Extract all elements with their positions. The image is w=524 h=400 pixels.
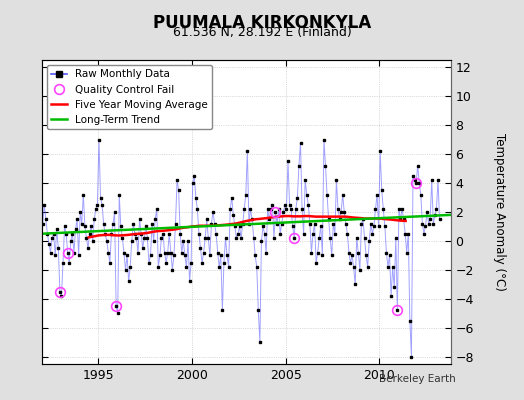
Text: PUUMALA KIRKONKYLA: PUUMALA KIRKONKYLA (153, 14, 371, 32)
Text: Berkeley Earth: Berkeley Earth (379, 374, 456, 384)
Y-axis label: Temperature Anomaly (°C): Temperature Anomaly (°C) (494, 133, 506, 291)
Legend: Raw Monthly Data, Quality Control Fail, Five Year Moving Average, Long-Term Tren: Raw Monthly Data, Quality Control Fail, … (47, 65, 212, 129)
Text: 61.536 N, 28.192 E (Finland): 61.536 N, 28.192 E (Finland) (172, 26, 352, 39)
